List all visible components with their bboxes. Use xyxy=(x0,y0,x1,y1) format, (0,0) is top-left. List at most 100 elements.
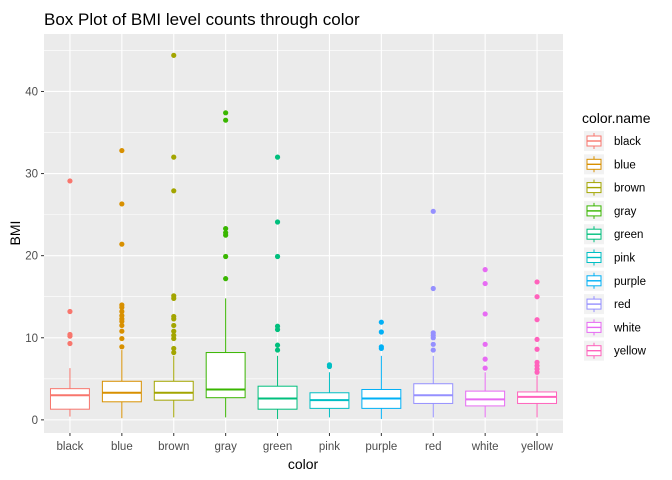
outlier-point xyxy=(119,147,125,154)
legend-item-red: red xyxy=(584,294,631,315)
outlier-point xyxy=(534,346,540,352)
legend-label: purple xyxy=(614,276,646,288)
box-iqr xyxy=(49,388,90,410)
y-tick-label: 0 xyxy=(32,415,38,427)
legend-item-purple: purple xyxy=(584,270,646,291)
outlier-point xyxy=(534,336,540,343)
x-tick-label: yellow xyxy=(521,441,554,453)
outlier-point xyxy=(171,332,177,338)
legend-label: pink xyxy=(614,253,635,265)
x-tick-label: white xyxy=(471,441,499,453)
outlier-point xyxy=(119,312,125,319)
legend-items: black blue brown gray green pink purple red whit… xyxy=(584,131,647,361)
outlier-point xyxy=(171,313,177,320)
outlier-point xyxy=(119,335,125,342)
outlier-point xyxy=(482,341,488,347)
legend-label: blue xyxy=(614,159,636,171)
outlier-point xyxy=(171,154,177,160)
y-tick-label: 10 xyxy=(25,333,38,345)
legend-item-gray: gray xyxy=(584,200,637,221)
x-tick-label: purple xyxy=(365,441,397,453)
y-axis: 0 10 20 30 40 xyxy=(25,86,44,427)
outlier-point xyxy=(534,317,540,323)
legend-item-black: black xyxy=(584,131,641,151)
outlier-point xyxy=(274,323,281,329)
outlier-point xyxy=(482,365,488,371)
x-tick-label: red xyxy=(425,441,442,453)
outlier-point xyxy=(119,322,125,329)
outlier-point xyxy=(67,308,73,315)
box-green xyxy=(257,154,298,420)
x-tick-label: brown xyxy=(158,441,189,453)
outlier-point xyxy=(482,267,488,273)
outlier-point xyxy=(326,362,333,368)
outlier-point xyxy=(223,253,229,260)
outlier-point xyxy=(171,188,177,194)
box-iqr xyxy=(413,383,454,404)
box-iqr xyxy=(205,352,246,399)
x-tick-label: blue xyxy=(111,441,133,453)
legend-item-blue: blue xyxy=(584,154,636,175)
outlier-point xyxy=(67,340,73,347)
plot-panel xyxy=(44,34,563,433)
outlier-point xyxy=(67,178,73,184)
x-tick-label: black xyxy=(57,441,84,453)
legend: color.name black blue brown gray green pink pu… xyxy=(582,110,651,361)
outlier-point xyxy=(119,328,125,334)
outlier-point xyxy=(430,347,436,353)
outlier-point xyxy=(171,349,177,356)
outlier-point xyxy=(378,319,384,325)
outlier-point xyxy=(223,225,229,232)
outlier-point xyxy=(482,356,488,362)
box-gray xyxy=(205,110,246,418)
outlier-point xyxy=(171,293,177,299)
legend-label: gray xyxy=(614,206,637,218)
outlier-point xyxy=(274,347,281,353)
legend-item-green: green xyxy=(584,224,643,245)
y-tick-label: 40 xyxy=(25,86,38,98)
legend-label: white xyxy=(613,322,641,334)
box-pink xyxy=(309,362,350,418)
x-tick-label: pink xyxy=(319,441,340,453)
legend-label: green xyxy=(614,229,643,241)
outlier-point xyxy=(430,208,436,214)
box-red xyxy=(413,208,454,418)
outlier-point xyxy=(378,329,384,335)
outlier-point xyxy=(430,285,436,292)
outlier-point xyxy=(223,110,229,116)
legend-item-yellow: yellow xyxy=(584,340,647,361)
outlier-point xyxy=(223,117,229,123)
box-iqr xyxy=(101,380,142,403)
outlier-point xyxy=(119,308,125,315)
legend-label: black xyxy=(614,136,641,148)
legend-title: color.name xyxy=(582,110,651,126)
x-tick-label: green xyxy=(263,441,292,453)
box-purple xyxy=(361,319,402,420)
outlier-point xyxy=(274,154,281,160)
x-axis-title: color xyxy=(288,456,319,472)
box-white xyxy=(465,267,506,418)
y-tick-label: 30 xyxy=(25,169,38,181)
outlier-point xyxy=(534,294,540,300)
outlier-point xyxy=(430,341,436,347)
legend-item-brown: brown xyxy=(584,177,645,198)
outlier-point xyxy=(430,330,436,336)
outlier-point xyxy=(119,344,125,350)
chart-title: Box Plot of BMI level counts through col… xyxy=(44,10,360,29)
outlier-point xyxy=(171,322,177,329)
box-black xyxy=(49,178,90,417)
box-yellow xyxy=(517,279,558,418)
outlier-point xyxy=(171,328,177,334)
outlier-point xyxy=(482,280,488,287)
outlier-point xyxy=(119,241,125,247)
outlier-point xyxy=(171,52,177,58)
outlier-point xyxy=(223,230,229,236)
legend-label: brown xyxy=(614,183,645,195)
outlier-point xyxy=(119,302,125,308)
legend-item-white: white xyxy=(584,317,641,338)
outlier-point xyxy=(274,342,281,348)
x-axis: black blue brown gray green pink purple red whit… xyxy=(57,433,554,453)
outlier-point xyxy=(274,219,281,225)
outlier-point xyxy=(482,311,488,317)
